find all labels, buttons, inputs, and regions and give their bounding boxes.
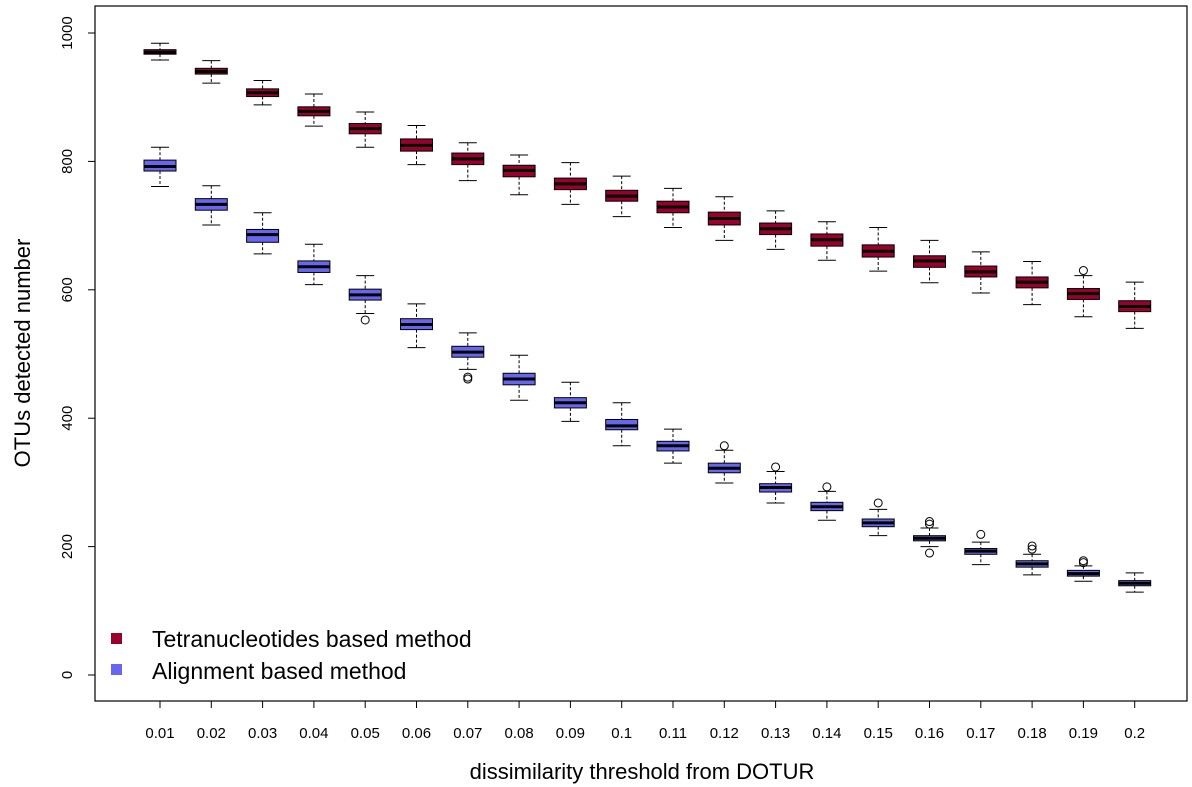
box-0.14	[810, 482, 844, 521]
x-tick-label: 0.12	[710, 725, 739, 742]
box-series-tetranucleotides	[143, 42, 1152, 329]
box-0.13	[759, 462, 793, 504]
box-0.15	[861, 498, 895, 537]
outlier-point	[976, 529, 986, 539]
box-0.09	[553, 162, 587, 205]
box-0.01	[143, 146, 177, 187]
y-tick-label: 200	[59, 534, 76, 559]
box-0.19	[1066, 556, 1100, 582]
outlier-point	[1027, 541, 1037, 551]
x-tick-label: 0.18	[1017, 725, 1046, 742]
x-axis: 0.01 0.02 0.03 0.04 0.05 0.06 0.07 0.08 0.09 0.1 0…	[145, 701, 1145, 742]
x-axis-title: dissimilarity threshold from DOTUR	[470, 759, 815, 784]
box-series-alignment	[143, 146, 1152, 593]
y-axis: 0 200 400 600 800 1000	[59, 16, 95, 679]
outlier-point	[463, 374, 473, 384]
outlier-point	[771, 462, 781, 472]
x-tick-label: 0.14	[812, 725, 841, 742]
y-tick-label: 800	[59, 149, 76, 174]
box-0.09	[553, 381, 587, 422]
box-0.03	[246, 212, 280, 255]
legend-label-tetranucleotides: Tetranucleotides based method	[152, 626, 472, 652]
outlier-point	[1078, 556, 1088, 566]
box-0.17	[964, 529, 998, 566]
x-tick-label: 0.16	[915, 725, 944, 742]
outlier-point	[463, 372, 473, 382]
y-tick-label: 600	[59, 277, 76, 302]
outlier-point	[925, 548, 934, 558]
x-tick-label: 0.05	[351, 725, 380, 742]
plot-frame	[94, 5, 1188, 702]
outlier-point	[873, 498, 883, 508]
x-tick-label: 0.07	[453, 725, 482, 742]
box-0.07	[451, 332, 485, 384]
box-0.13	[759, 210, 793, 250]
box-0.16	[913, 239, 946, 284]
box-0.07	[451, 142, 485, 182]
x-tick-label: 0.15	[864, 725, 893, 742]
box-0.11	[656, 187, 690, 229]
x-tick-label: 0.2	[1124, 725, 1145, 742]
box-0.12	[707, 196, 741, 241]
outlier-point	[1027, 544, 1037, 554]
y-axis-title: OTUs detected number	[10, 239, 35, 468]
outlier-point	[925, 519, 934, 529]
x-tick-label: 0.02	[197, 725, 226, 742]
box-0.08	[502, 154, 536, 196]
outlier-point	[925, 517, 934, 527]
legend-label-alignment: Alignment based method	[152, 658, 406, 684]
x-tick-label: 0.19	[1069, 725, 1098, 742]
box-0.05	[348, 111, 382, 148]
box-0.17	[964, 251, 998, 294]
legend-swatch-tetranucleotides	[111, 633, 122, 644]
x-tick-label: 0.08	[504, 725, 533, 742]
legend: Tetranucleotides based method Alignment …	[111, 626, 472, 684]
box-0.01	[143, 42, 177, 61]
y-tick-label: 400	[59, 406, 76, 431]
box-0.08	[502, 354, 536, 401]
box-0.15	[861, 227, 895, 272]
x-tick-label: 0.09	[556, 725, 585, 742]
box-0.02	[194, 60, 228, 84]
outlier-point	[1078, 266, 1088, 276]
box-0.1	[605, 175, 639, 218]
box-0.05	[348, 275, 382, 325]
x-tick-label: 0.13	[761, 725, 790, 742]
x-tick-label: 0.03	[248, 725, 277, 742]
outlier-point	[719, 441, 729, 451]
outlier-point	[822, 482, 832, 492]
box-0.19	[1066, 266, 1100, 318]
y-tick-label: 1000	[59, 16, 76, 49]
box-0.2	[1118, 281, 1152, 329]
box-0.12	[707, 441, 741, 484]
x-tick-label: 0.04	[299, 725, 328, 742]
box-0.14	[810, 221, 844, 261]
box-0.06	[400, 124, 433, 166]
x-tick-label: 0.17	[966, 725, 995, 742]
outlier-point	[360, 315, 370, 325]
box-0.04	[297, 93, 331, 127]
box-0.02	[194, 185, 228, 226]
legend-swatch-alignment	[111, 664, 122, 675]
x-tick-label: 0.11	[659, 725, 687, 742]
box-series-group	[143, 42, 1152, 593]
box-0.16	[913, 517, 946, 558]
x-tick-label: 0.06	[402, 725, 431, 742]
box-0.11	[656, 428, 690, 464]
y-tick-label: 0	[59, 671, 76, 679]
box-0.03	[246, 80, 280, 106]
box-0.18	[1015, 261, 1049, 306]
box-0.04	[297, 243, 331, 286]
box-0.2	[1118, 572, 1152, 593]
box-0.1	[605, 402, 639, 447]
x-tick-label: 0.1	[611, 725, 632, 742]
box-0.06	[400, 303, 433, 349]
box-0.18	[1015, 541, 1049, 576]
x-tick-label: 0.01	[145, 725, 174, 742]
